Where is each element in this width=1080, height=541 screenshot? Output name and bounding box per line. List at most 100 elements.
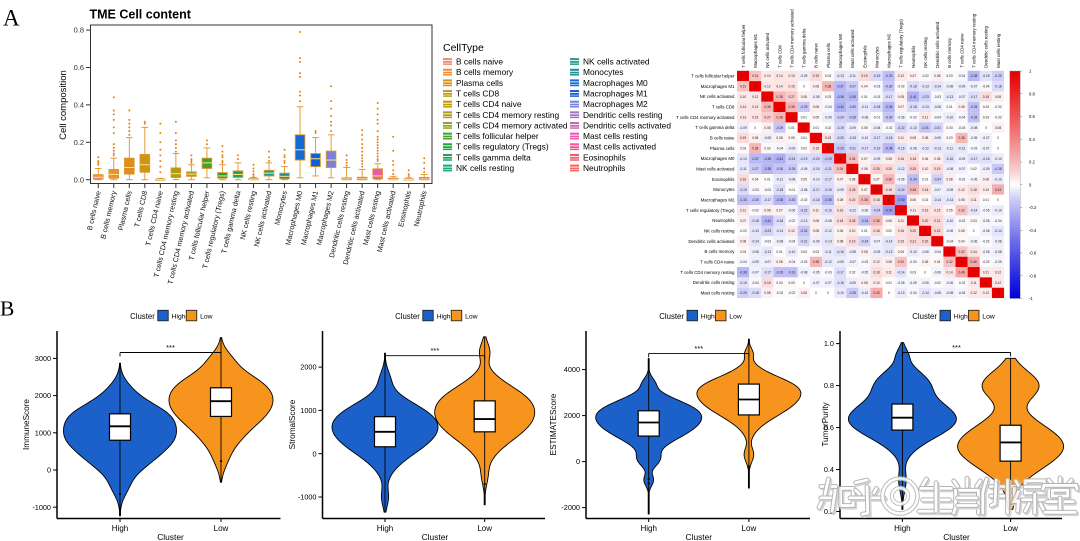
svg-text:0.11: 0.11 bbox=[898, 219, 904, 223]
svg-text:-0.02: -0.02 bbox=[739, 229, 746, 233]
svg-text:0.8: 0.8 bbox=[74, 26, 84, 35]
svg-text:0.46: 0.46 bbox=[958, 270, 964, 274]
svg-text:-0.24: -0.24 bbox=[897, 188, 904, 192]
svg-text:-0.20: -0.20 bbox=[837, 136, 844, 140]
svg-text:0.01: 0.01 bbox=[764, 178, 770, 182]
svg-text:0.12: 0.12 bbox=[995, 281, 1001, 285]
svg-text:0.08: 0.08 bbox=[983, 178, 989, 182]
svg-text:-0.23: -0.23 bbox=[764, 229, 771, 233]
svg-text:2000: 2000 bbox=[35, 391, 51, 400]
svg-text:-0.06: -0.06 bbox=[861, 209, 868, 213]
svg-text:-0.16: -0.16 bbox=[824, 209, 831, 213]
svg-text:-0.33: -0.33 bbox=[970, 105, 977, 109]
svg-text:1: 1 bbox=[791, 116, 793, 120]
svg-text:-0.38: -0.38 bbox=[849, 95, 856, 99]
svg-text:T cells CD4 naive: T cells CD4 naive bbox=[959, 33, 964, 68]
svg-text:-0.05: -0.05 bbox=[982, 209, 989, 213]
svg-text:0.11: 0.11 bbox=[983, 270, 989, 274]
svg-text:-0.10: -0.10 bbox=[994, 209, 1001, 213]
svg-text:-0.07: -0.07 bbox=[970, 85, 977, 89]
svg-text:-0.31: -0.31 bbox=[922, 126, 929, 130]
svg-text:0.01: 0.01 bbox=[861, 95, 867, 99]
svg-text:0.01: 0.01 bbox=[776, 250, 782, 254]
svg-text:StromalScore: StromalScore bbox=[288, 399, 297, 449]
svg-text:0.18: 0.18 bbox=[837, 219, 843, 223]
svg-text:0.08: 0.08 bbox=[776, 136, 782, 140]
svg-text:-0.18: -0.18 bbox=[909, 85, 916, 89]
svg-text:1: 1 bbox=[754, 85, 756, 89]
svg-text:-0.42: -0.42 bbox=[776, 157, 783, 161]
svg-text:0.34: 0.34 bbox=[837, 167, 843, 171]
svg-text:0.38: 0.38 bbox=[752, 147, 758, 151]
svg-text:0.18: 0.18 bbox=[971, 188, 977, 192]
svg-text:-0.13: -0.13 bbox=[922, 85, 929, 89]
svg-text:-0.10: -0.10 bbox=[946, 219, 953, 223]
svg-text:0.34: 0.34 bbox=[849, 157, 855, 161]
svg-text:Eosinophils: Eosinophils bbox=[862, 45, 867, 68]
svg-text:0.01: 0.01 bbox=[788, 126, 794, 130]
svg-text:1: 1 bbox=[924, 229, 926, 233]
svg-text:0.04: 0.04 bbox=[958, 239, 964, 243]
svg-text:-0.09: -0.09 bbox=[824, 116, 831, 120]
svg-text:-0.24: -0.24 bbox=[788, 157, 795, 161]
svg-text:0.2: 0.2 bbox=[1029, 160, 1035, 165]
svg-text:Cluster: Cluster bbox=[943, 532, 970, 541]
svg-text:0.08: 0.08 bbox=[861, 281, 867, 285]
svg-text:-0.19: -0.19 bbox=[739, 188, 746, 192]
svg-text:-0.12: -0.12 bbox=[922, 147, 929, 151]
svg-text:NK cells activated: NK cells activated bbox=[700, 94, 735, 99]
svg-text:-0.14: -0.14 bbox=[897, 270, 904, 274]
svg-text:0.03: 0.03 bbox=[776, 281, 782, 285]
svg-text:0.05: 0.05 bbox=[813, 116, 819, 120]
svg-text:0.03: 0.03 bbox=[801, 250, 807, 254]
svg-text:NK cells resting: NK cells resting bbox=[704, 229, 735, 234]
svg-text:-0.38: -0.38 bbox=[885, 105, 892, 109]
svg-text:TumorPurity: TumorPurity bbox=[821, 401, 830, 446]
svg-text:-0.02: -0.02 bbox=[934, 281, 941, 285]
svg-text:-0.17: -0.17 bbox=[970, 95, 977, 99]
svg-text:-0.02: -0.02 bbox=[752, 209, 759, 213]
svg-text:-0.02: -0.02 bbox=[776, 291, 783, 295]
svg-text:0.04: 0.04 bbox=[752, 178, 758, 182]
svg-text:0.10: 0.10 bbox=[922, 167, 928, 171]
svg-text:Low: Low bbox=[1003, 524, 1018, 533]
svg-text:0: 0 bbox=[47, 466, 51, 475]
svg-text:1: 1 bbox=[779, 105, 781, 109]
svg-text:0.11: 0.11 bbox=[886, 270, 892, 274]
svg-text:Low: Low bbox=[214, 524, 229, 533]
svg-text:0.11: 0.11 bbox=[813, 209, 819, 213]
svg-text:0: 0 bbox=[973, 229, 975, 233]
svg-text:0.08: 0.08 bbox=[861, 167, 867, 171]
svg-text:-0.11: -0.11 bbox=[825, 250, 832, 254]
svg-text:0.2: 0.2 bbox=[824, 507, 834, 516]
svg-text:0.15: 0.15 bbox=[825, 136, 831, 140]
svg-text:Dendritic cells resting: Dendritic cells resting bbox=[583, 110, 663, 120]
svg-text:-0.05: -0.05 bbox=[812, 270, 819, 274]
svg-text:-0.15: -0.15 bbox=[982, 74, 989, 78]
svg-text:-0.07: -0.07 bbox=[764, 260, 771, 264]
svg-text:-0.24: -0.24 bbox=[934, 178, 941, 182]
svg-text:-0.11: -0.11 bbox=[946, 147, 953, 151]
svg-text:-0.42: -0.42 bbox=[837, 105, 844, 109]
svg-text:0.38: 0.38 bbox=[776, 95, 782, 99]
svg-text:-0.01: -0.01 bbox=[873, 116, 880, 120]
svg-text:0.08: 0.08 bbox=[837, 239, 843, 243]
svg-text:T cells CD4 memory resting: T cells CD4 memory resting bbox=[456, 110, 560, 120]
svg-text:0.07: 0.07 bbox=[873, 178, 879, 182]
svg-text:-0.06: -0.06 bbox=[946, 229, 953, 233]
svg-text:0.03: 0.03 bbox=[740, 147, 746, 151]
svg-text:-0.09: -0.09 bbox=[873, 157, 880, 161]
svg-text:-0.13: -0.13 bbox=[739, 157, 746, 161]
svg-text:0.22: 0.22 bbox=[922, 239, 928, 243]
svg-text:-0.14: -0.14 bbox=[970, 209, 977, 213]
svg-text:Cell composition: Cell composition bbox=[58, 70, 69, 140]
svg-text:0.20: 0.20 bbox=[910, 229, 916, 233]
svg-text:Macrophages M1: Macrophages M1 bbox=[701, 84, 735, 89]
svg-text:-0.09: -0.09 bbox=[837, 188, 844, 192]
svg-text:-1: -1 bbox=[1029, 296, 1033, 301]
svg-text:T cells CD4 memory resting: T cells CD4 memory resting bbox=[680, 270, 735, 275]
svg-text:Macrophages M1: Macrophages M1 bbox=[583, 89, 648, 99]
svg-text:0.08: 0.08 bbox=[958, 198, 964, 202]
svg-text:-0.11: -0.11 bbox=[849, 74, 856, 78]
svg-text:-0.10: -0.10 bbox=[946, 116, 953, 120]
